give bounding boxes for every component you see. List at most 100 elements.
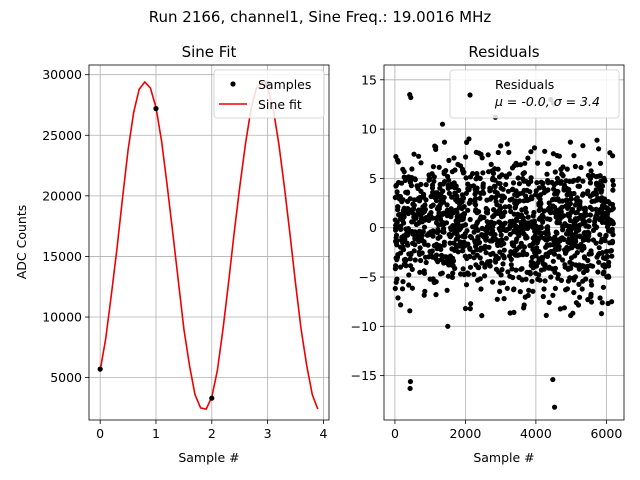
residual-point xyxy=(441,171,447,177)
residual-point xyxy=(462,222,469,228)
residual-point xyxy=(496,226,502,232)
residual-point xyxy=(408,250,414,257)
residuals-title: Residuals xyxy=(468,43,539,61)
residual-point xyxy=(497,288,503,294)
residual-point xyxy=(523,209,529,215)
residual-point xyxy=(450,263,456,269)
residual-point xyxy=(552,285,559,291)
residual-point xyxy=(423,259,429,266)
residual-point xyxy=(394,189,400,195)
residual-point xyxy=(590,263,596,269)
residual-point xyxy=(531,145,538,151)
residuals-xtick-label: 0 xyxy=(391,426,399,441)
residual-point xyxy=(529,278,535,284)
residual-point xyxy=(472,198,478,204)
residual-point xyxy=(401,174,407,180)
residual-point xyxy=(458,271,464,277)
residual-point xyxy=(400,244,406,250)
residual-point xyxy=(475,264,481,270)
residual-point xyxy=(581,264,587,270)
residual-point xyxy=(505,188,511,194)
sine-fit-ytick-label: 10000 xyxy=(42,310,82,325)
residual-point xyxy=(552,191,558,197)
residual-point xyxy=(423,197,429,203)
sample-point xyxy=(209,395,215,401)
residual-point xyxy=(467,246,473,252)
residual-point xyxy=(563,231,570,237)
residual-point xyxy=(401,169,407,175)
residual-point xyxy=(497,249,503,255)
residual-point xyxy=(430,202,436,208)
residual-point xyxy=(509,266,515,272)
residual-point xyxy=(610,182,617,188)
residual-point xyxy=(564,166,570,172)
residual-point xyxy=(517,289,523,295)
residual-point xyxy=(498,185,504,191)
residual-point xyxy=(494,209,500,215)
residual-point xyxy=(546,265,552,271)
residual-point xyxy=(580,191,586,197)
residual-point xyxy=(517,224,523,230)
residual-point xyxy=(520,252,526,258)
residual-point xyxy=(513,239,519,245)
residual-point xyxy=(553,196,559,203)
residual-point xyxy=(588,248,594,254)
residual-point xyxy=(517,244,523,250)
residual-point xyxy=(490,230,496,236)
residual-point xyxy=(610,177,616,184)
residual-point xyxy=(422,215,428,221)
residual-point xyxy=(434,230,440,236)
residual-point xyxy=(600,215,606,221)
residual-point xyxy=(407,385,413,392)
residual-point xyxy=(448,206,454,212)
residual-point xyxy=(558,166,564,172)
residual-point xyxy=(559,198,566,204)
residuals-ytick-label: −15 xyxy=(351,368,377,383)
residual-point xyxy=(569,239,575,245)
residual-point xyxy=(581,269,587,276)
residual-point xyxy=(519,207,525,213)
residual-point xyxy=(449,246,455,252)
residual-point xyxy=(450,255,456,261)
residual-point xyxy=(593,240,599,246)
residual-point xyxy=(596,259,602,265)
residual-point xyxy=(605,217,611,223)
residual-point xyxy=(479,260,485,266)
residual-point xyxy=(420,193,427,199)
residual-point xyxy=(540,261,546,267)
residual-point xyxy=(518,162,524,168)
residual-point xyxy=(430,228,436,234)
residual-point xyxy=(411,197,418,203)
residual-point xyxy=(494,241,501,247)
residuals-ytick-label: 10 xyxy=(361,122,377,137)
residual-point xyxy=(452,167,458,173)
residual-point xyxy=(507,219,513,225)
residual-point xyxy=(561,305,568,311)
residual-point xyxy=(426,177,432,183)
residual-point xyxy=(398,302,404,308)
residual-point xyxy=(599,187,605,193)
residual-point xyxy=(495,255,501,261)
residual-point xyxy=(437,245,443,251)
residual-point xyxy=(480,170,486,176)
residuals-xtick-label: 2000 xyxy=(450,426,482,441)
residual-point xyxy=(548,274,554,280)
sine-fit-ytick-label: 15000 xyxy=(42,249,82,264)
residual-point xyxy=(547,249,553,255)
residual-point xyxy=(429,248,435,254)
residual-point xyxy=(415,197,421,203)
residual-point xyxy=(570,178,576,184)
residual-point xyxy=(441,242,447,248)
residual-point xyxy=(543,312,549,318)
residual-point xyxy=(577,234,583,240)
residual-point xyxy=(452,207,459,213)
residual-point xyxy=(609,240,616,246)
residual-point xyxy=(433,292,439,298)
residual-point xyxy=(510,180,517,186)
residual-point xyxy=(392,194,398,201)
residual-point xyxy=(397,264,404,270)
residual-point xyxy=(507,223,513,229)
residual-point xyxy=(463,282,470,288)
residual-point xyxy=(554,230,560,236)
residual-point xyxy=(455,217,461,224)
